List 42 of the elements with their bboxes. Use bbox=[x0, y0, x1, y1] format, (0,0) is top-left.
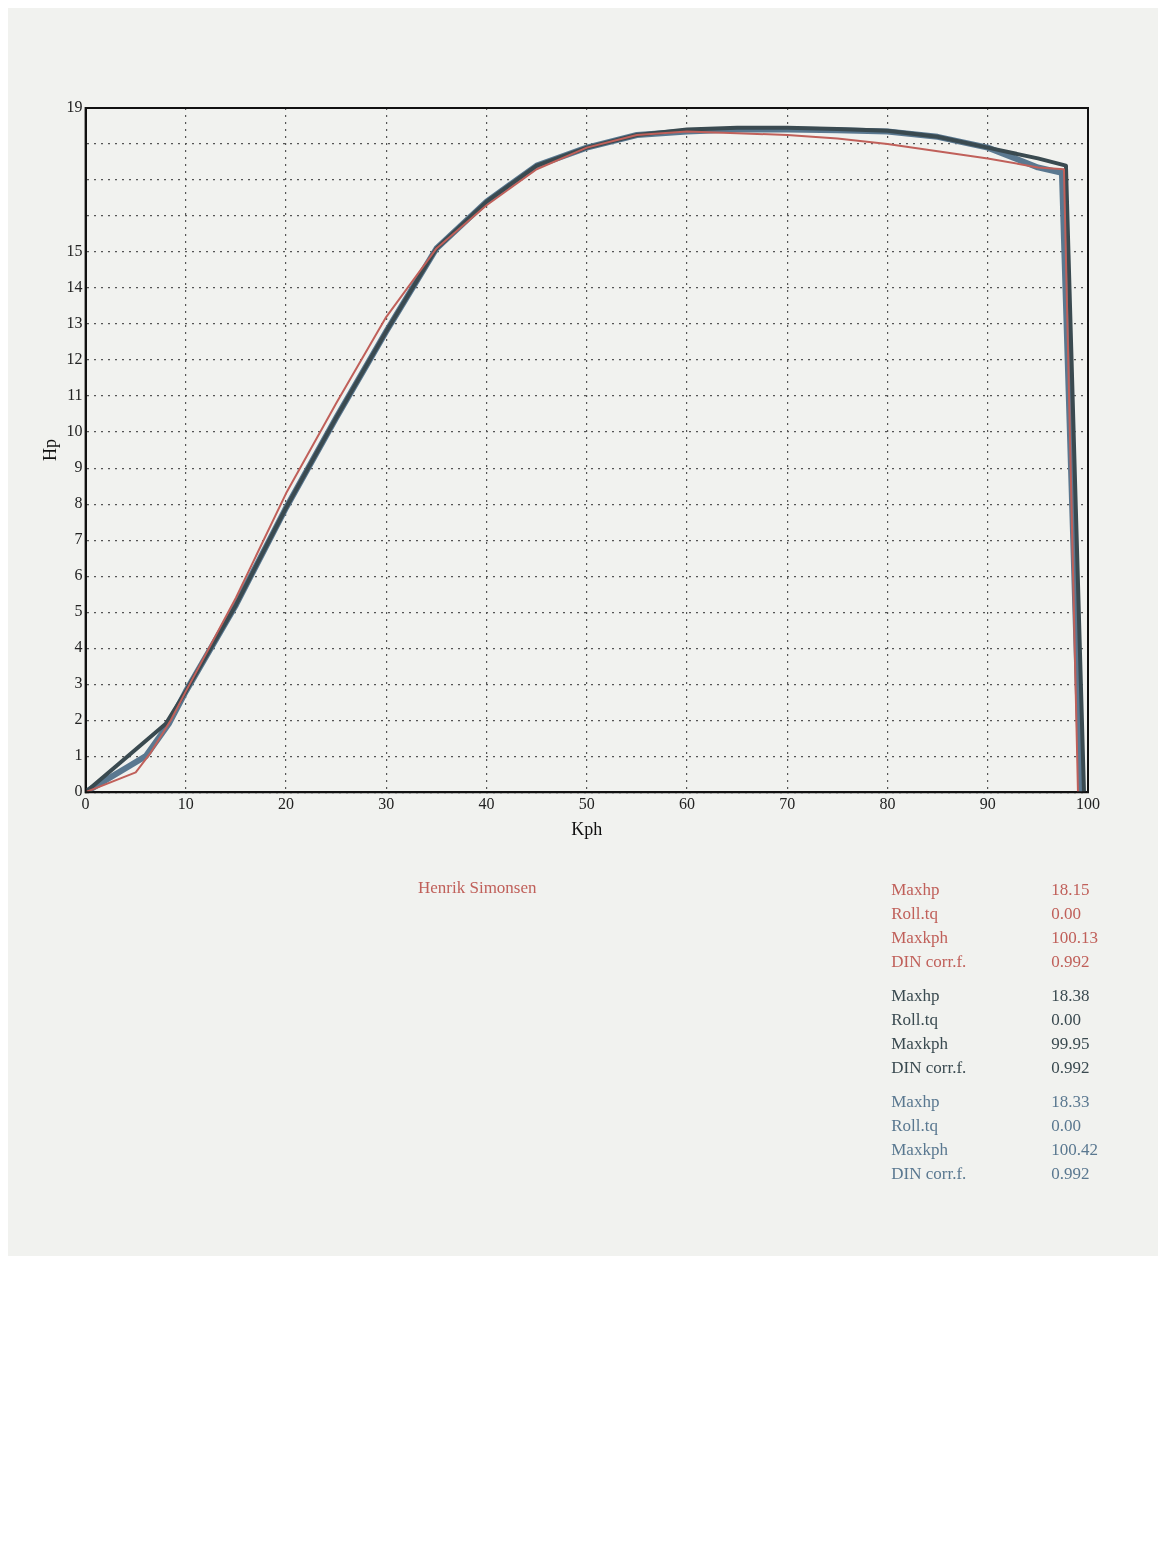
text: Roll.tq 0.00 bbox=[891, 1116, 1081, 1135]
text: DIN corr.f. 0.992 bbox=[891, 1164, 1090, 1183]
text: Maxkph 99.95 bbox=[891, 1034, 1090, 1053]
y-tick-label: 14 bbox=[66, 278, 83, 296]
y-tick-label: 19 bbox=[66, 98, 83, 116]
x-tick-label: 80 bbox=[879, 795, 896, 812]
x-tick-label: 30 bbox=[378, 795, 395, 812]
y-tick-label: 7 bbox=[74, 530, 83, 548]
x-tick-label: 10 bbox=[177, 795, 194, 812]
y-tick-label: 15 bbox=[66, 242, 83, 260]
y-tick-label: 13 bbox=[66, 314, 83, 332]
x-axis-title: Kph bbox=[571, 818, 603, 839]
y-tick-label: 6 bbox=[74, 566, 83, 584]
text: Maxhp 18.38 bbox=[891, 986, 1090, 1005]
x-tick-label: 20 bbox=[278, 795, 295, 812]
y-axis-title: Hp bbox=[39, 439, 60, 462]
x-tick-label: 50 bbox=[578, 795, 595, 812]
y-tick-label: 11 bbox=[67, 386, 83, 404]
y-tick-label: 12 bbox=[66, 350, 83, 368]
text: DIN corr.f. 0.992 bbox=[891, 1058, 1090, 1077]
y-tick-label: 8 bbox=[74, 494, 83, 512]
y-tick-label: 10 bbox=[66, 422, 83, 440]
text: Maxhp 18.15 bbox=[891, 880, 1090, 899]
x-tick-label: 60 bbox=[679, 795, 696, 812]
text: Roll.tq 0.00 bbox=[891, 904, 1081, 923]
y-tick-label: 3 bbox=[74, 674, 83, 692]
x-tick-label: 70 bbox=[779, 795, 796, 812]
x-tick-label: 40 bbox=[478, 795, 495, 812]
y-tick-label: 2 bbox=[74, 710, 83, 728]
text: Henrik Simonsen bbox=[418, 878, 537, 899]
text: Maxkph 100.42 bbox=[891, 1140, 1098, 1159]
text: DIN corr.f. 0.992 bbox=[891, 952, 1090, 971]
y-tick-label: 1 bbox=[74, 746, 83, 764]
y-tick-label: 0 bbox=[74, 782, 83, 800]
text: Maxhp 18.33 bbox=[891, 1092, 1090, 1111]
y-tick-label: 9 bbox=[74, 458, 83, 476]
x-tick-label: 100 bbox=[1076, 795, 1100, 812]
text: Maxkph 100.13 bbox=[891, 928, 1098, 947]
x-tick-label: 90 bbox=[979, 795, 996, 812]
y-tick-label: 4 bbox=[74, 638, 83, 656]
text: Roll.tq 0.00 bbox=[891, 1010, 1081, 1029]
y-tick-label: 5 bbox=[74, 602, 83, 620]
